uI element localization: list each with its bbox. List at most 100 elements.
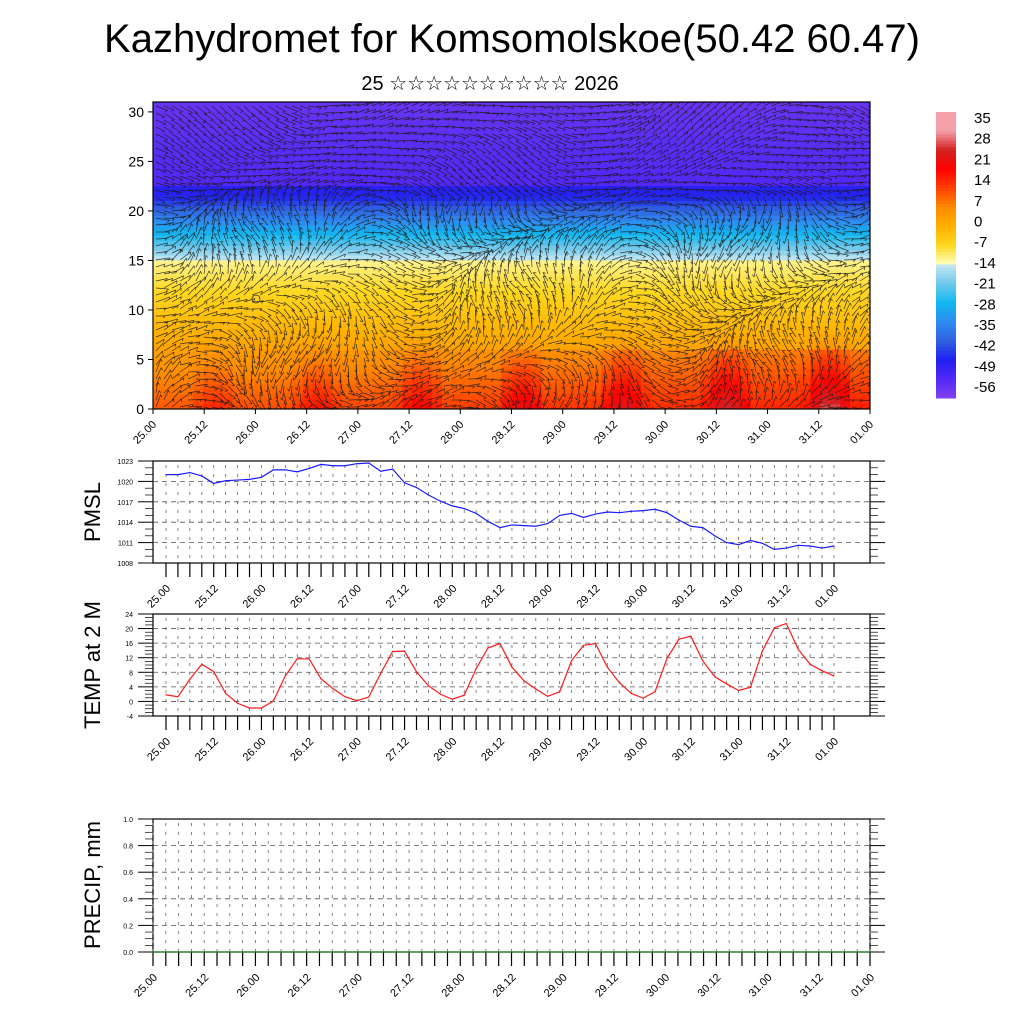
field-cell: [760, 126, 772, 133]
field-cell: [660, 309, 672, 316]
wind-vector: [835, 105, 847, 111]
field-cell: [192, 394, 204, 400]
field-cell: [322, 300, 333, 306]
field-cell: [162, 205, 174, 212]
field-cell: [421, 225, 433, 232]
field-cell: [750, 374, 762, 380]
field-cell: [830, 285, 841, 291]
field-cell: [262, 146, 274, 153]
field-cell: [750, 275, 762, 281]
field-cell: [631, 374, 642, 380]
field-cell: [740, 181, 752, 187]
field-cell: [690, 191, 702, 197]
field-cell: [491, 210, 503, 217]
field-cell: [820, 399, 831, 405]
field-cell: [830, 334, 841, 341]
field-cell: [561, 161, 572, 167]
field-cell: [262, 349, 274, 356]
field-cell: [720, 309, 732, 316]
field-cell: [312, 201, 323, 207]
field-cell: [601, 339, 612, 346]
field-cell: [670, 136, 682, 143]
field-cell: [252, 171, 264, 177]
field-cell: [551, 106, 562, 113]
field-cell: [640, 201, 652, 207]
field-cell: [591, 399, 602, 405]
field-cell: [212, 260, 224, 266]
field-cell: [830, 136, 841, 143]
field-cell: [282, 171, 294, 177]
field-cell: [431, 205, 443, 212]
field-cell: [411, 359, 423, 366]
field-cell: [401, 329, 413, 336]
field-cell: [700, 235, 712, 242]
field-cell: [611, 344, 622, 351]
field-cell: [611, 245, 622, 252]
field-cell: [551, 270, 562, 276]
field-cell: [700, 126, 712, 133]
field-cell: [850, 394, 861, 400]
field-cell: [521, 300, 533, 306]
field-cell: [421, 131, 433, 138]
field-cell: [800, 290, 811, 296]
field-cell: [421, 319, 433, 326]
field-cell: [551, 275, 562, 281]
field-cell: [401, 280, 413, 286]
field-cell: [631, 111, 642, 118]
field-cell: [830, 394, 841, 400]
field-cell: [690, 379, 702, 385]
field-cell: [292, 300, 303, 306]
field-cell: [860, 295, 870, 301]
field-cell: [352, 210, 363, 217]
field-cell: [352, 389, 363, 395]
field-cell: [770, 319, 781, 326]
field-cell: [212, 235, 224, 242]
field-cell: [332, 186, 343, 192]
field-cell: [680, 205, 692, 212]
field-cell: [531, 240, 542, 247]
field-cell: [650, 364, 662, 370]
field-cell: [640, 374, 652, 380]
field-cell: [232, 265, 244, 271]
field-cell: [501, 354, 513, 361]
field-cell: [820, 379, 831, 385]
field-cell: [710, 349, 722, 356]
wind-barb: [567, 107, 570, 110]
field-cell: [312, 374, 323, 380]
field-cell: [352, 379, 363, 385]
field-cell: [790, 141, 801, 148]
field-cell: [242, 215, 254, 222]
field-cell: [342, 255, 353, 262]
field-cell: [172, 171, 184, 177]
field-cell: [800, 374, 811, 380]
field-cell: [212, 384, 224, 390]
field-cell: [441, 126, 453, 133]
field-cell: [461, 245, 473, 252]
field-cell: [820, 146, 831, 153]
field-cell: [770, 255, 781, 262]
field-cell: [750, 181, 762, 187]
field-cell: [302, 329, 313, 336]
field-cell: [790, 210, 801, 217]
field-cell: [372, 196, 383, 202]
field-cell: [372, 285, 383, 291]
field-cell: [521, 305, 533, 311]
field-cell: [860, 384, 870, 390]
field-cell: [372, 225, 383, 232]
field-cell: [840, 225, 851, 232]
field-cell: [352, 102, 363, 108]
field-cell: [481, 171, 493, 177]
field-cell: [461, 369, 473, 375]
field-cell: [591, 230, 602, 237]
field-cell: [810, 156, 821, 163]
field-cell: [372, 220, 383, 227]
field-cell: [302, 205, 313, 212]
field-cell: [700, 176, 712, 182]
field-cell: [680, 359, 692, 366]
field-cell: [840, 235, 851, 242]
field-cell: [551, 349, 562, 356]
field-cell: [650, 319, 662, 326]
field-cell: [302, 260, 313, 266]
field-cell: [302, 106, 313, 113]
wind-barb: [870, 113, 873, 114]
